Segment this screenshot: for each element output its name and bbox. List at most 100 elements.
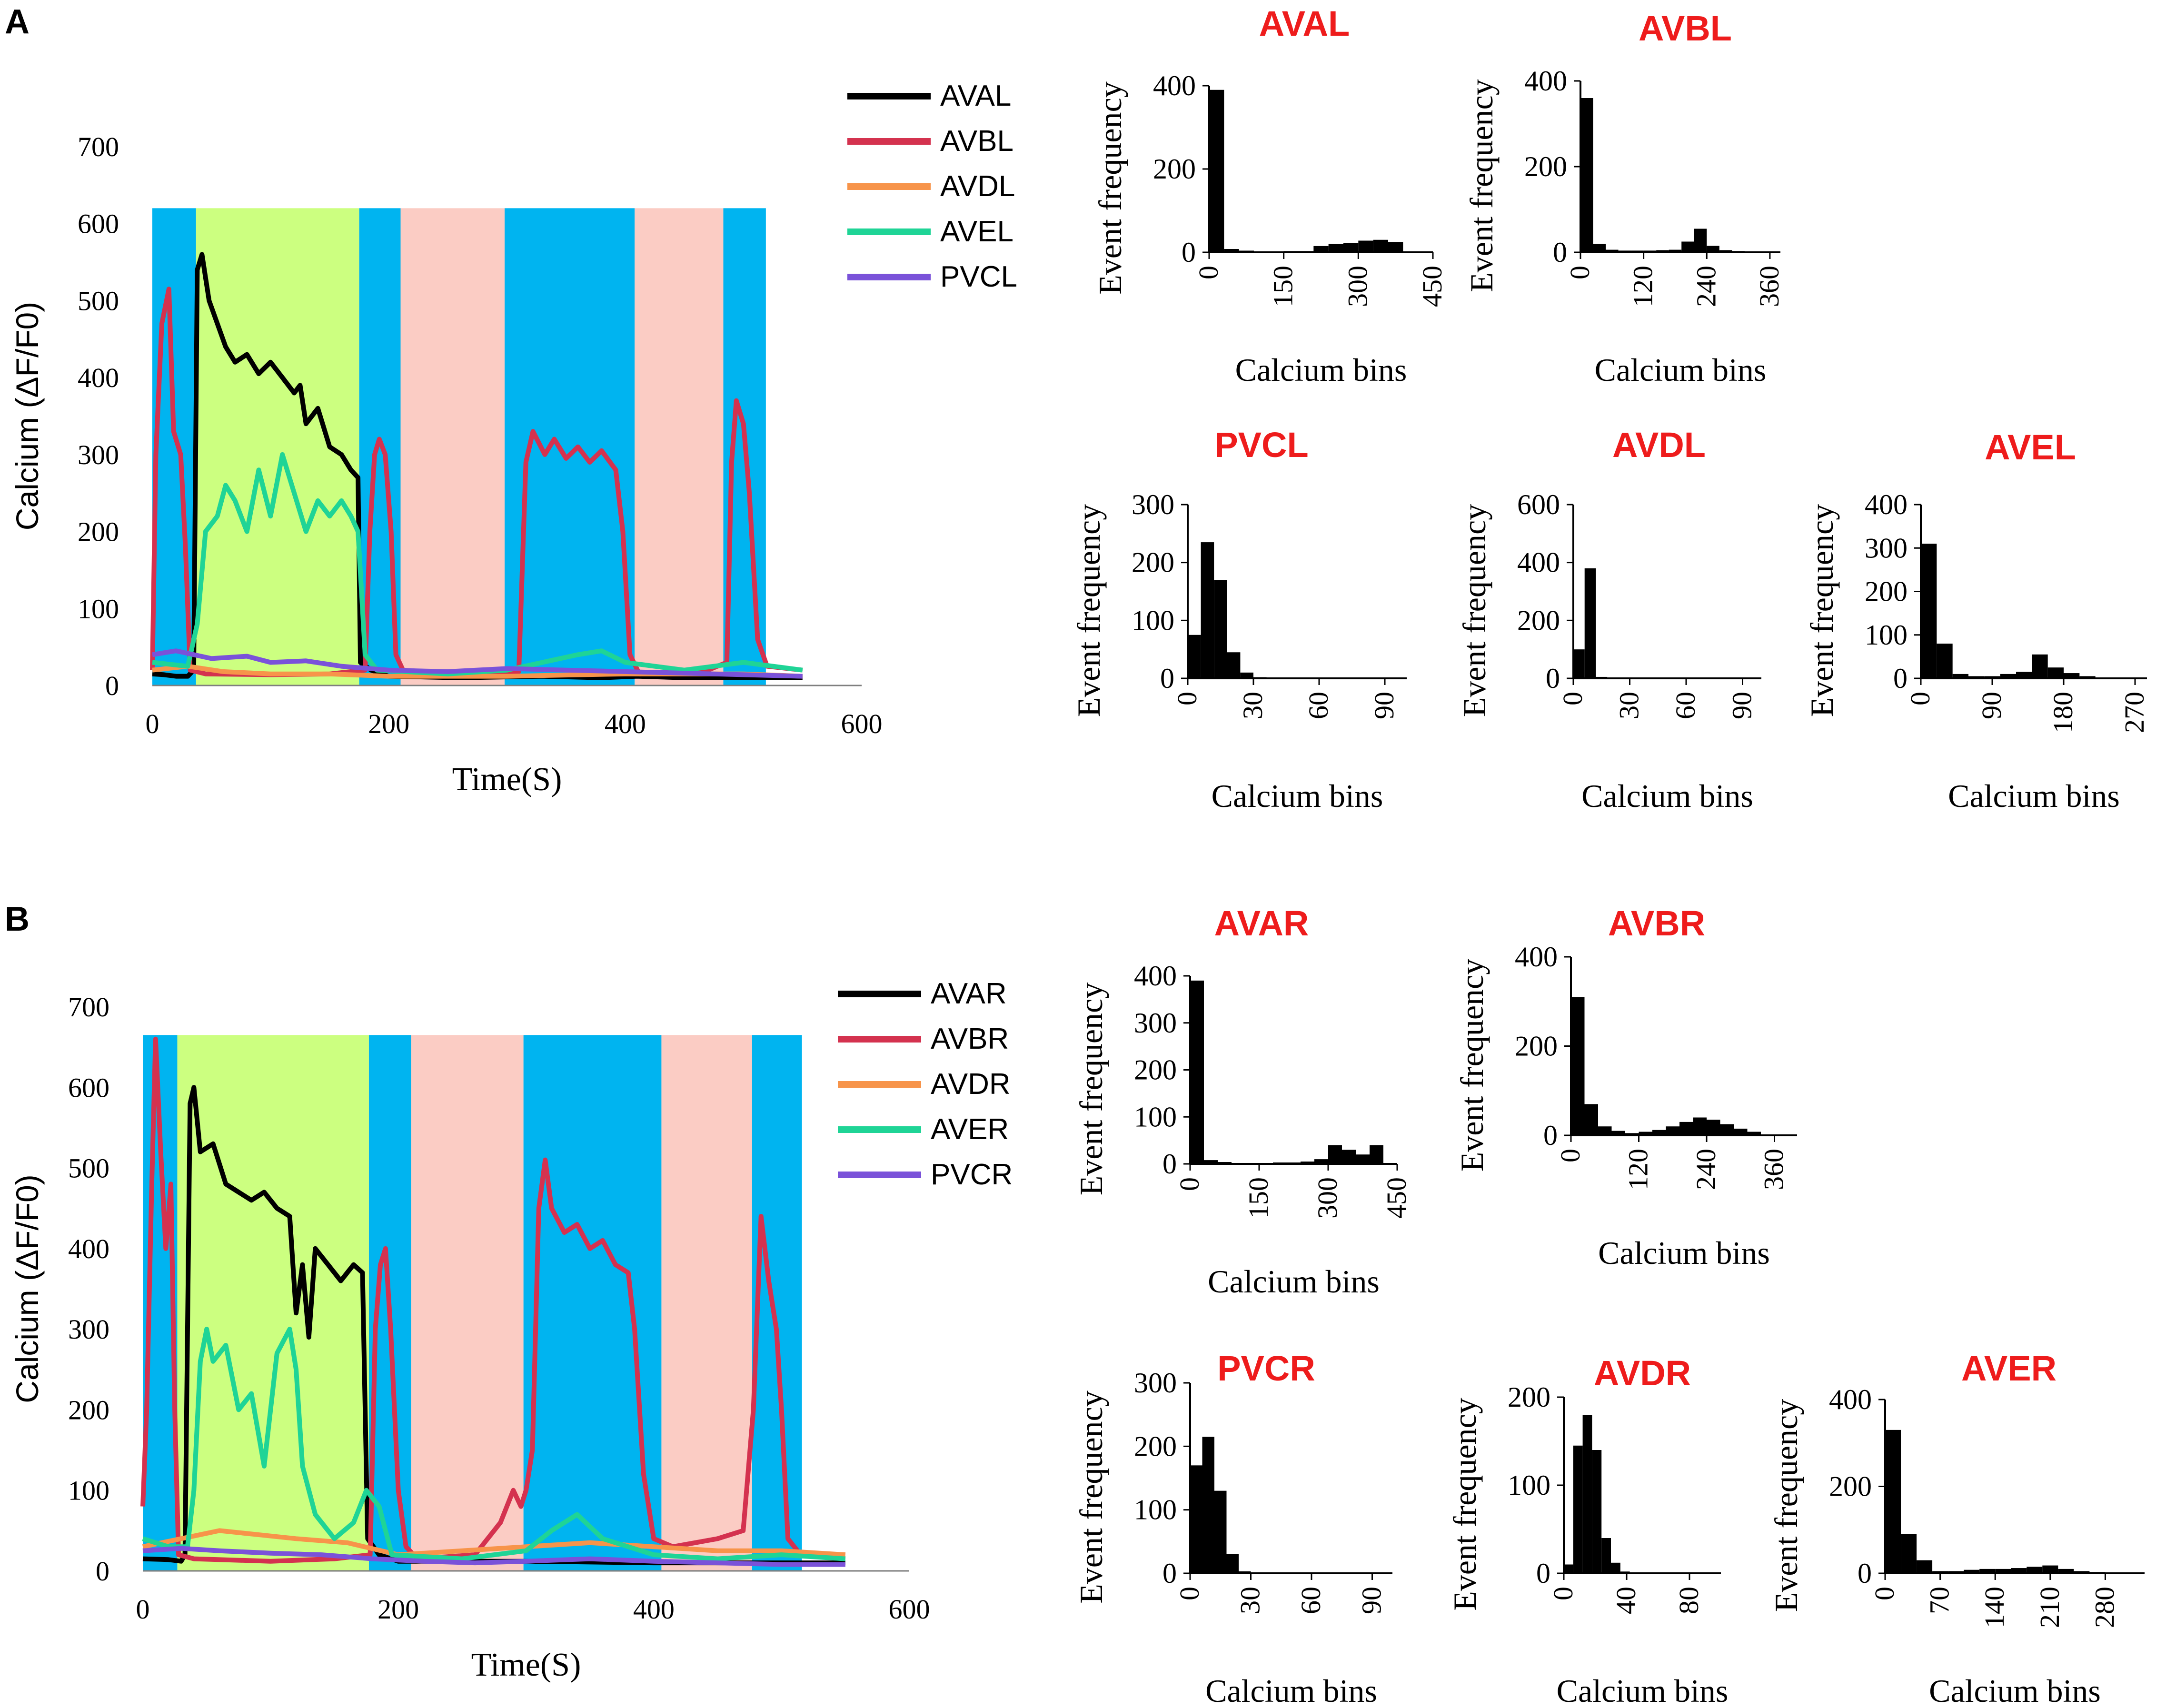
series-line-pvcl [152,648,803,679]
hist-x-axis-label: Calcium bins [1235,352,1407,388]
hist-x-axis-label: Calcium bins [1598,1235,1770,1271]
histogram-bar [1328,244,1343,252]
hist-x-axis-label: Calcium bins [1212,778,1383,814]
histogram-bar [1952,674,1968,678]
histogram-bar [1611,1131,1625,1135]
histogram-bar [1707,1120,1720,1135]
hist-x-tick-label: 300 [1342,266,1373,307]
histogram-bar [1584,1104,1598,1135]
hist-x-axis-label: Calcium bins [1205,1673,1377,1708]
hist-y-tick-label: 100 [1134,1101,1177,1132]
histogram-bar [1937,644,1953,678]
histogram-title: AVDR [1594,1353,1691,1393]
hist-y-tick-label: 300 [1132,489,1174,520]
y-tick-label: 300 [78,439,119,470]
hist-y-axis-label: Event frequency [1073,983,1109,1195]
hist-x-tick-label: 30 [1237,692,1268,719]
y-tick-label: 700 [78,131,119,162]
legend-label: AVDL [940,170,1015,203]
histogram-bar [2047,667,2064,678]
x-tick-label: 200 [368,708,409,739]
histogram-bar [1190,1465,1202,1573]
histogram-bar [1707,246,1719,252]
histogram-bar [1968,676,1985,678]
histogram-bar [1342,1150,1356,1164]
hist-y-tick-label: 200 [1829,1471,1872,1502]
hist-y-tick-label: 200 [1134,1054,1177,1086]
histogram-avdr: AVDR 0 100 200 0 40 80 Calcium bins Event freque… [1447,1353,1728,1708]
histogram-bar [1693,1117,1707,1135]
histogram-bar [1313,246,1329,252]
histogram-title: AVER [1961,1349,2057,1388]
stimulus-band [635,208,724,685]
histogram-avel: AVEL 0 100 200 300 400 0 90 180 270 Calcium bins Ev… [1804,427,2150,814]
hist-x-tick-label: 210 [2034,1587,2065,1628]
histogram-avdl: AVDL 0 200 400 600 0 30 60 90 Calcium bins Event f… [1456,425,1761,814]
histogram-bar [1343,243,1359,252]
hist-y-tick-label: 200 [1515,1031,1558,1062]
histogram-bar [1356,1154,1370,1164]
hist-y-tick-label: 0 [1553,237,1567,268]
hist-y-tick-label: 400 [1524,65,1567,97]
hist-x-axis-label: Calcium bins [1948,778,2120,814]
hist-y-tick-label: 400 [1515,941,1558,973]
histogram-bar [2064,673,2080,678]
hist-x-axis-label: Calcium bins [1208,1263,1380,1300]
histogram-bar [1204,1160,1218,1164]
hist-x-tick-label: 0 [1905,692,1936,705]
histogram-bar [1984,676,2000,678]
hist-y-tick-label: 0 [1162,1148,1177,1180]
hist-x-tick-label: 0 [1172,692,1202,705]
hist-x-tick-label: 80 [1673,1587,1704,1614]
histogram-bar [1188,635,1201,678]
histogram-bar [1734,1128,1748,1135]
histogram-bar [1625,1133,1639,1135]
hist-x-tick-label: 150 [1243,1177,1274,1219]
stimulus-band [661,1035,752,1571]
hist-y-tick-label: 0 [1893,663,1908,694]
x-axis-label: Time(S) [452,761,562,798]
hist-x-tick-label: 70 [1924,1587,1955,1614]
histogram-bar [1901,1534,1917,1573]
y-tick-label: 600 [78,209,119,239]
histogram-bar [1584,568,1596,678]
histogram-bar [1373,239,1388,252]
y-tick-label: 100 [78,593,119,624]
histogram-title: AVEL [1985,427,2076,467]
hist-x-tick-label: 0 [1564,266,1595,279]
hist-x-tick-label: 0 [1557,692,1588,705]
histogram-title: AVBR [1608,904,1705,943]
histogram-bar [1681,241,1694,252]
hist-y-tick-label: 600 [1517,489,1560,520]
histogram-bar [1611,1562,1620,1573]
legend-label: AVDR [931,1068,1011,1101]
x-axis-label: Time(S) [471,1647,581,1683]
hist-y-tick-label: 400 [1829,1384,1872,1415]
hist-y-axis-label: Event frequency [1454,959,1490,1172]
hist-y-tick-label: 400 [1517,547,1560,578]
histogram-bar [1358,240,1373,252]
hist-y-tick-label: 0 [1160,663,1174,694]
histogram-bar [1582,1415,1592,1573]
histogram-bar [1301,1162,1314,1164]
hist-y-tick-label: 400 [1865,489,1908,520]
histogram-bar [2074,1571,2090,1573]
histogram-title: PVCR [1217,1349,1315,1388]
hist-y-tick-label: 0 [1536,1558,1550,1589]
histogram-title: AVAR [1214,904,1309,943]
hist-y-axis-label: Event frequency [1456,504,1492,717]
hist-y-tick-label: 100 [1132,605,1174,636]
hist-x-tick-label: 140 [1979,1587,2010,1628]
hist-x-tick-label: 120 [1628,266,1659,307]
histogram-bar [1314,1159,1328,1164]
hist-x-tick-label: 30 [1614,692,1645,719]
histogram-bar [1601,1538,1611,1573]
x-tick-label: 600 [889,1594,930,1625]
y-tick-label: 0 [105,670,119,701]
hist-y-tick-label: 100 [1508,1470,1550,1501]
hist-x-tick-label: 90 [1727,692,1758,719]
hist-x-tick-label: 30 [1235,1587,1266,1614]
hist-x-tick-label: 0 [1548,1587,1579,1600]
hist-x-tick-label: 90 [1356,1587,1387,1614]
